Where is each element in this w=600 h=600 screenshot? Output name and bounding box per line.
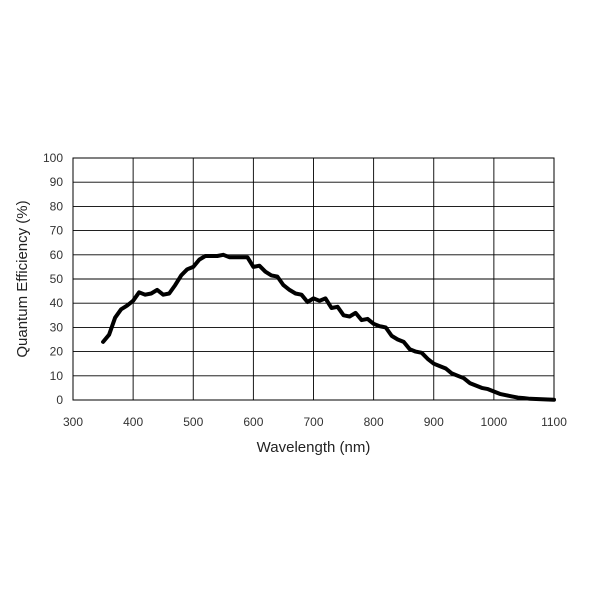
x-tick-labels: 300 400 500 600 700 800 900 1000 1100 xyxy=(63,415,567,429)
y-tick-label: 100 xyxy=(43,151,63,165)
x-tick-label: 600 xyxy=(243,415,263,429)
y-tick-label: 20 xyxy=(50,345,64,359)
x-axis-title: Wavelength (nm) xyxy=(257,439,371,456)
y-tick-label: 10 xyxy=(50,369,64,383)
y-tick-label: 90 xyxy=(50,175,64,189)
series-layer xyxy=(101,252,556,402)
y-axis-title: Quantum Efficiency (%) xyxy=(14,200,31,357)
x-tick-label: 1100 xyxy=(541,415,567,429)
x-tick-label: 1000 xyxy=(481,415,508,429)
grid xyxy=(72,157,555,401)
y-tick-label: 70 xyxy=(50,224,64,238)
y-tick-labels: 0 10 20 30 40 50 60 70 80 90 100 xyxy=(43,151,63,407)
plot-area-frame xyxy=(72,157,555,401)
y-tick-label: 50 xyxy=(50,272,64,286)
y-tick-label: 60 xyxy=(50,248,64,262)
y-tick-label: 30 xyxy=(50,320,64,334)
y-tick-label: 80 xyxy=(50,199,64,213)
x-tick-label: 300 xyxy=(63,415,83,429)
x-tick-label: 800 xyxy=(364,415,384,429)
qe-curve-line xyxy=(101,252,556,402)
x-tick-label: 900 xyxy=(424,415,444,429)
x-tick-label: 500 xyxy=(183,415,203,429)
x-tick-label: 400 xyxy=(123,415,143,429)
y-tick-label: 40 xyxy=(50,296,64,310)
y-tick-label: 0 xyxy=(56,393,63,407)
x-tick-label: 700 xyxy=(303,415,323,429)
